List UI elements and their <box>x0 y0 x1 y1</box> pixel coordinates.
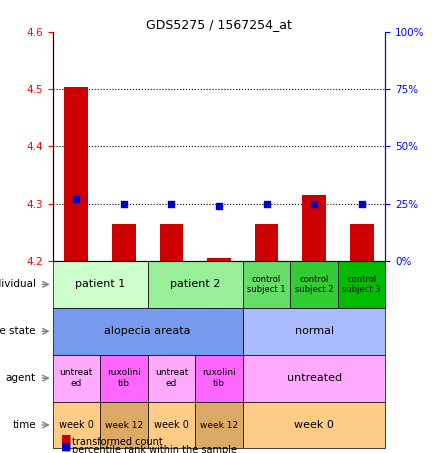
Bar <box>159 224 184 261</box>
FancyBboxPatch shape <box>53 355 100 402</box>
Text: ruxolini
tib: ruxolini tib <box>107 368 141 388</box>
FancyBboxPatch shape <box>53 308 243 355</box>
Point <box>358 200 365 207</box>
Text: week 12: week 12 <box>105 420 143 429</box>
Bar <box>64 87 88 261</box>
Text: alopecia areata: alopecia areata <box>104 326 191 336</box>
Title: GDS5275 / 1567254_at: GDS5275 / 1567254_at <box>146 18 292 30</box>
Text: ■: ■ <box>61 442 72 452</box>
Text: control
subject 2: control subject 2 <box>295 275 333 294</box>
Bar <box>112 224 136 261</box>
Bar <box>254 224 279 261</box>
FancyBboxPatch shape <box>243 402 385 448</box>
Text: normal: normal <box>294 326 334 336</box>
Point <box>215 202 223 210</box>
FancyBboxPatch shape <box>195 355 243 402</box>
FancyBboxPatch shape <box>243 261 290 308</box>
Text: control
subject 1: control subject 1 <box>247 275 286 294</box>
FancyBboxPatch shape <box>243 308 385 355</box>
Text: week 0: week 0 <box>59 420 94 430</box>
Text: week 12: week 12 <box>200 420 238 429</box>
Point <box>263 200 270 207</box>
Text: disease state: disease state <box>0 326 36 336</box>
FancyBboxPatch shape <box>243 355 385 402</box>
FancyBboxPatch shape <box>338 261 385 308</box>
Text: agent: agent <box>6 373 36 383</box>
Text: individual: individual <box>0 280 36 289</box>
Text: patient 2: patient 2 <box>170 280 220 289</box>
Point <box>168 200 175 207</box>
Point <box>311 200 318 207</box>
Point <box>73 195 80 202</box>
FancyBboxPatch shape <box>148 261 243 308</box>
Text: transformed count: transformed count <box>72 437 163 447</box>
FancyBboxPatch shape <box>53 402 100 448</box>
Text: untreat
ed: untreat ed <box>155 368 188 388</box>
Text: control
subject 3: control subject 3 <box>343 275 381 294</box>
FancyBboxPatch shape <box>148 355 195 402</box>
Point <box>120 200 127 207</box>
Text: time: time <box>12 420 36 430</box>
FancyBboxPatch shape <box>100 355 148 402</box>
FancyBboxPatch shape <box>195 402 243 448</box>
Text: untreated: untreated <box>286 373 342 383</box>
FancyBboxPatch shape <box>148 402 195 448</box>
Bar <box>350 224 374 261</box>
Text: percentile rank within the sample: percentile rank within the sample <box>72 445 237 453</box>
FancyBboxPatch shape <box>53 261 148 308</box>
Text: patient 1: patient 1 <box>75 280 125 289</box>
Bar <box>207 258 231 261</box>
Bar <box>302 195 326 261</box>
Text: ■: ■ <box>61 434 72 443</box>
Text: week 0: week 0 <box>154 420 189 430</box>
FancyBboxPatch shape <box>290 261 338 308</box>
Text: week 0: week 0 <box>294 420 334 430</box>
FancyBboxPatch shape <box>100 402 148 448</box>
Text: ruxolini
tib: ruxolini tib <box>202 368 236 388</box>
Text: untreat
ed: untreat ed <box>60 368 93 388</box>
